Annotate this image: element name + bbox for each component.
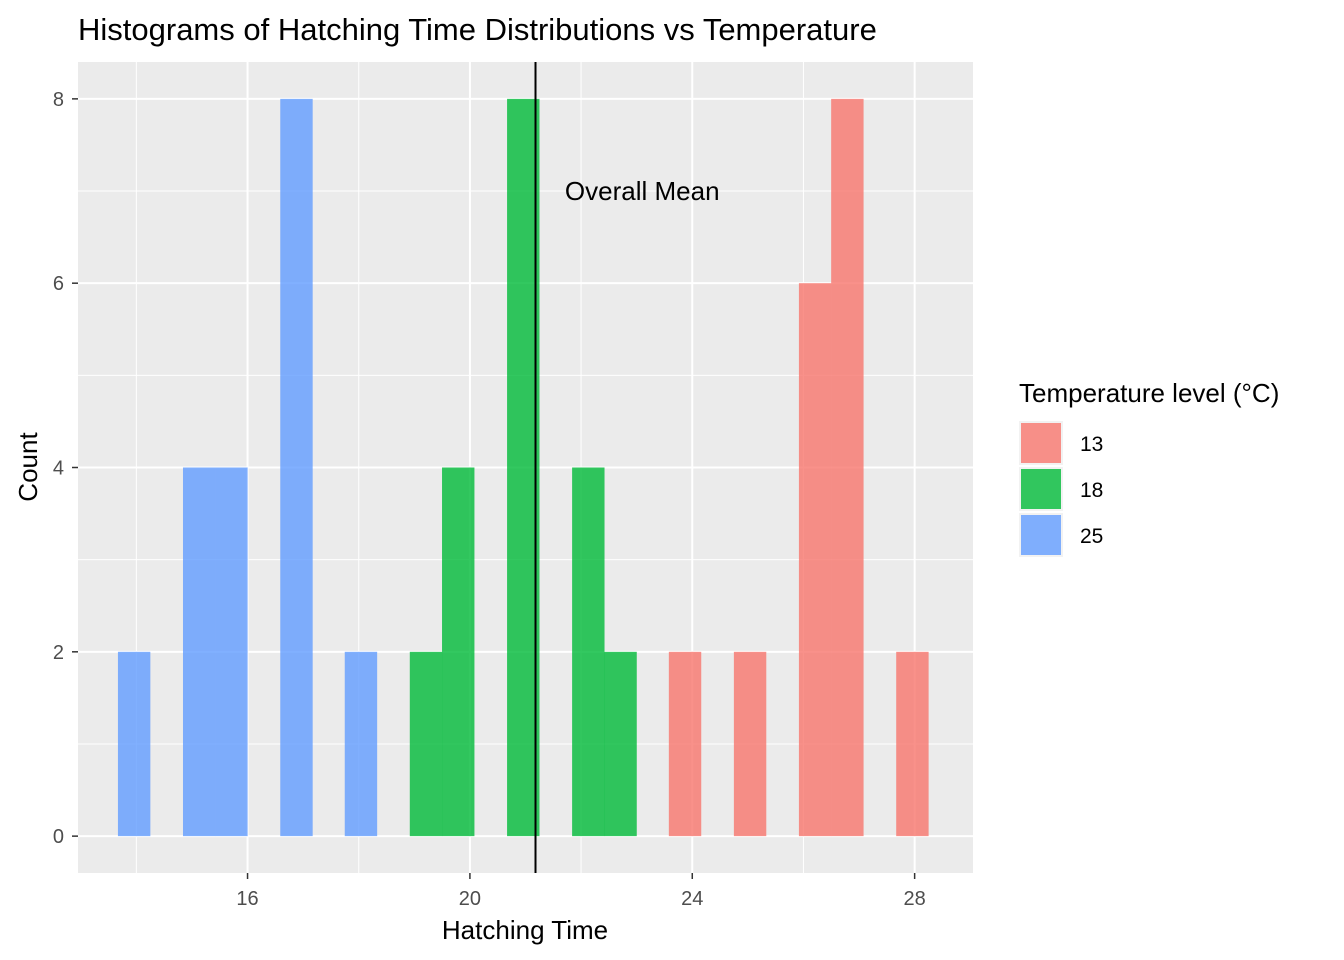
legend-label-25: 25 (1080, 525, 1103, 548)
legend-swatch-13 (1021, 423, 1061, 463)
x-tick-label: 24 (681, 888, 703, 910)
histogram-bar-25 (280, 98, 313, 837)
histogram-bar-25 (182, 467, 216, 837)
y-tick-label: 0 (53, 826, 64, 848)
histogram-bar-18 (409, 651, 443, 837)
y-tick-label: 4 (53, 458, 64, 480)
x-tick-label: 16 (236, 888, 258, 910)
histogram-bar-13 (733, 651, 767, 837)
histogram-bar-18 (442, 467, 475, 837)
histogram-bar-13 (896, 651, 929, 837)
legend-title: Temperature level (°C) (1019, 378, 1279, 408)
legend-label-18: 18 (1080, 479, 1103, 502)
overall-mean-label: Overall Mean (565, 176, 720, 206)
histogram-bar-18 (507, 98, 540, 837)
y-axis-title: Count (13, 432, 43, 502)
x-tick-label: 28 (904, 888, 926, 910)
histogram-bar-25 (344, 651, 378, 837)
x-axis-title: Hatching Time (442, 915, 608, 945)
histogram-bar-13 (831, 98, 864, 837)
legend-swatch-25 (1021, 515, 1061, 555)
y-tick-label: 6 (53, 273, 64, 295)
legend-swatch-18 (1021, 469, 1061, 509)
y-tick-label: 2 (53, 642, 64, 664)
histogram-bars (117, 98, 929, 837)
legend-label-13: 13 (1080, 433, 1103, 456)
histogram-bar-18 (572, 467, 605, 837)
chart-title: Histograms of Hatching Time Distribution… (78, 12, 877, 47)
y-tick-label: 8 (53, 89, 64, 111)
histogram-bar-18 (604, 651, 637, 837)
legend: Temperature level (°C) 13 18 25 (1019, 378, 1279, 557)
histogram-bar-13 (798, 283, 832, 837)
x-tick-label: 20 (459, 888, 481, 910)
histogram-bar-13 (668, 651, 702, 837)
mean-line-group: Overall Mean (534, 62, 720, 873)
histogram-bar-25 (215, 467, 248, 837)
histogram-bar-25 (117, 651, 151, 837)
